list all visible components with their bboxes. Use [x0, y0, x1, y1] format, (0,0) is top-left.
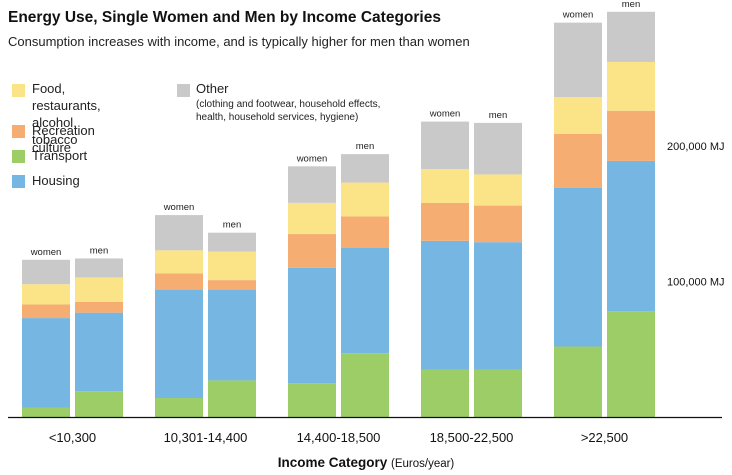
legend-label-other: Other: [196, 81, 229, 96]
bar-segment-transport-women-4: [421, 369, 469, 417]
legend-label-food: Food, restaurants, alcohol, tobacco: [32, 81, 101, 147]
bar-segment-recreation-men-1: [75, 301, 123, 313]
bar-segment-other-men-1: [75, 258, 123, 278]
bar-label-women-1: women: [30, 247, 62, 258]
bar-segment-other-women-3: [288, 166, 336, 203]
bar-segment-food-men-3: [341, 182, 389, 217]
bar-segment-housing-women-1: [22, 318, 70, 408]
bar-segment-recreation-women-5: [554, 133, 602, 188]
bar-segment-food-men-4: [474, 174, 522, 206]
bar-segment-housing-women-2: [155, 289, 203, 399]
bar-segment-food-men-2: [208, 251, 256, 281]
bar-segment-other-men-3: [341, 154, 389, 183]
x-tick-label-3: 14,400-18,500: [297, 430, 381, 445]
x-tick-label-1: <10,300: [49, 430, 96, 445]
legend-note-other: (clothing and footwear, household effect…: [196, 99, 381, 123]
bar-segment-transport-men-4: [474, 369, 522, 417]
chart-subtitle: Consumption increases with income, and i…: [8, 34, 470, 49]
bar-label-women-5: women: [562, 10, 594, 21]
x-tick-label-5: >22,500: [581, 430, 628, 445]
bar-segment-transport-women-3: [288, 383, 336, 417]
chart-title: Energy Use, Single Women and Men by Inco…: [8, 9, 441, 26]
bar-segment-housing-women-3: [288, 267, 336, 384]
bar-segment-housing-men-3: [341, 247, 389, 354]
bar-label-men-4: men: [489, 110, 507, 121]
bar-label-men-1: men: [90, 245, 108, 256]
x-axis-title: Income Category (Euros/year): [0, 455, 732, 470]
bar-segment-recreation-women-2: [155, 273, 203, 290]
bar-segment-other-men-5: [607, 11, 655, 62]
bar-label-women-3: women: [296, 153, 328, 164]
bar-segment-food-women-1: [22, 284, 70, 305]
bar-segment-housing-men-2: [208, 289, 256, 381]
bar-segment-food-women-4: [421, 169, 469, 203]
bar-segment-other-men-4: [474, 122, 522, 175]
legend-label-housing: Housing: [32, 173, 80, 188]
bar-segment-transport-men-1: [75, 391, 123, 417]
legend-label-recreation: Recreation culture: [32, 123, 95, 155]
x-tick-label-2: 10,301-14,400: [164, 430, 248, 445]
x-axis-unit: (Euros/year): [391, 458, 455, 470]
bar-segment-recreation-women-1: [22, 304, 70, 319]
legend-swatch-transport: [12, 150, 25, 163]
bar-segment-other-women-5: [554, 22, 602, 98]
bar-segment-other-men-2: [208, 232, 256, 252]
bar-segment-recreation-men-5: [607, 110, 655, 161]
bar-segment-transport-women-5: [554, 346, 602, 417]
legend-swatch-recreation: [12, 125, 25, 138]
bar-segment-transport-men-3: [341, 353, 389, 417]
bar-segment-recreation-men-4: [474, 205, 522, 243]
legend-label-transport: Transport: [32, 148, 88, 163]
bar-segment-transport-men-5: [607, 311, 655, 417]
bar-segment-food-men-5: [607, 61, 655, 111]
bar-segment-other-women-1: [22, 259, 70, 285]
legend-swatch-food: [12, 84, 25, 97]
y-reference-label-1: 100,000 MJ: [667, 276, 724, 288]
bar-segment-food-men-1: [75, 277, 123, 302]
bar-segment-transport-women-2: [155, 398, 203, 417]
y-reference-label-2: 200,000 MJ: [667, 141, 724, 153]
bar-segment-recreation-women-3: [288, 234, 336, 268]
legend-swatch-housing: [12, 175, 25, 188]
bar-segment-recreation-men-2: [208, 280, 256, 290]
bar-segment-other-women-4: [421, 121, 469, 170]
x-tick-label-4: 18,500-22,500: [430, 430, 514, 445]
bar-segment-transport-men-2: [208, 380, 256, 417]
bar-segment-food-women-2: [155, 250, 203, 274]
bar-segment-housing-men-4: [474, 242, 522, 370]
bar-segment-housing-women-4: [421, 240, 469, 370]
bar-label-women-2: women: [163, 202, 195, 213]
bar-segment-other-women-2: [155, 215, 203, 251]
bar-label-women-4: women: [429, 109, 461, 120]
bar-label-men-3: men: [356, 141, 374, 152]
bar-segment-recreation-men-3: [341, 216, 389, 248]
bar-label-men-2: men: [223, 220, 241, 231]
bar-label-men-5: men: [622, 0, 640, 10]
x-axis-label: Income Category: [277, 455, 388, 470]
bar-segment-housing-men-1: [75, 312, 123, 392]
bar-segment-transport-women-1: [22, 407, 70, 417]
bar-segment-recreation-women-4: [421, 202, 469, 241]
bar-segment-food-women-5: [554, 97, 602, 134]
legend-swatch-other: [177, 84, 190, 97]
bar-segment-food-women-3: [288, 202, 336, 235]
bar-segment-housing-women-5: [554, 187, 602, 347]
bar-segment-housing-men-5: [607, 160, 655, 312]
